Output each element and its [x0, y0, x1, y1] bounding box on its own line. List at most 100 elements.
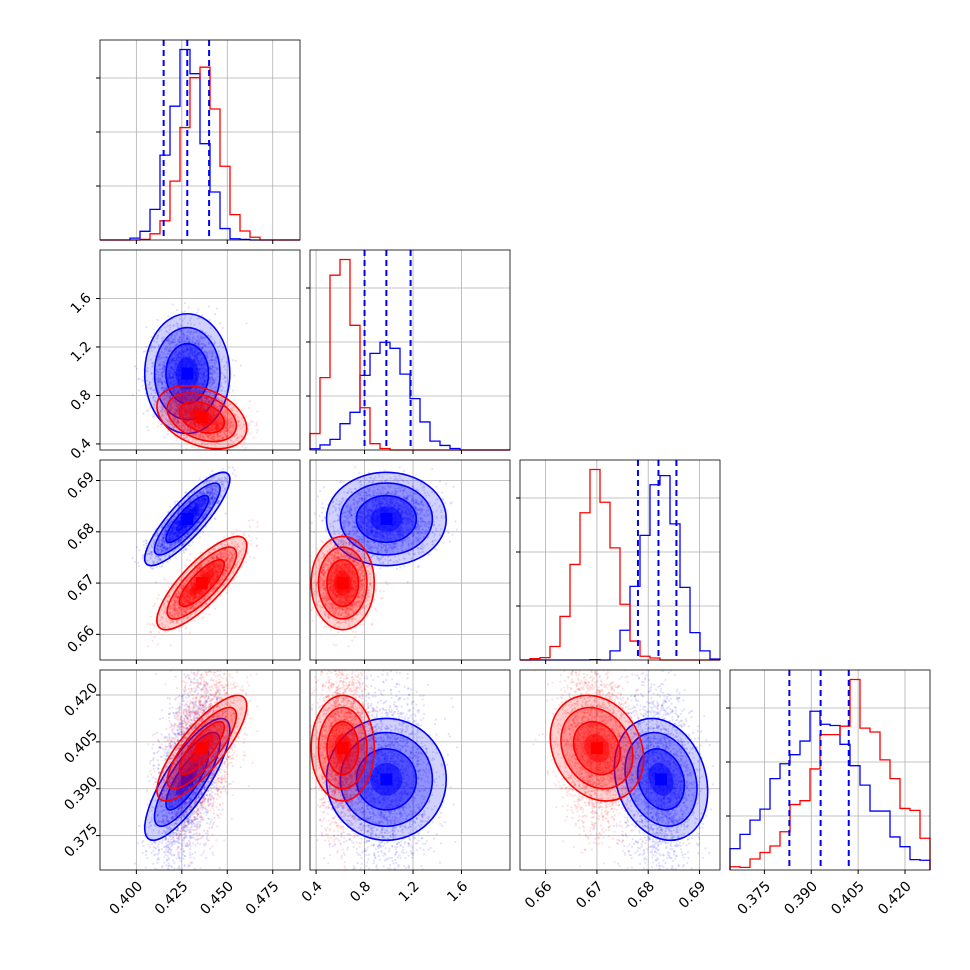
sample-point	[175, 362, 178, 365]
sample-point	[175, 309, 179, 312]
sample-point	[231, 389, 234, 392]
sample-point	[151, 361, 154, 365]
sample-point	[216, 307, 219, 310]
sample-point	[160, 368, 164, 371]
sample-point	[234, 359, 237, 362]
sample-point	[187, 412, 190, 415]
sample-point	[171, 383, 174, 386]
sample-point	[209, 349, 213, 352]
sample-point	[209, 380, 212, 383]
sample-point	[213, 340, 216, 343]
sample-point	[178, 340, 181, 343]
sample-point	[173, 365, 176, 368]
sample-point	[193, 422, 196, 426]
sample-point	[189, 356, 192, 359]
sample-point	[174, 360, 177, 363]
sample-point	[169, 377, 173, 380]
sample-point	[174, 359, 178, 362]
sample-point	[172, 381, 175, 384]
sample-point	[172, 426, 176, 429]
sample-point	[161, 370, 164, 374]
sample-point	[210, 376, 213, 379]
sample-point	[210, 367, 213, 370]
sample-point	[171, 358, 174, 361]
sample-point	[165, 345, 168, 349]
sample-point	[182, 333, 186, 336]
sample-point	[184, 354, 187, 357]
sample-point	[154, 399, 157, 402]
sample-point	[161, 366, 165, 369]
sample-point	[160, 381, 163, 384]
sample-point	[188, 340, 191, 343]
sample-point	[205, 397, 208, 400]
sample-point	[176, 407, 180, 411]
sample-point	[183, 409, 186, 412]
sample-point	[159, 387, 163, 391]
sample-point	[201, 383, 204, 386]
sample-point	[169, 409, 172, 412]
sample-point	[195, 330, 198, 333]
sample-point	[189, 407, 192, 410]
sample-point	[185, 348, 189, 351]
sample-point	[178, 340, 181, 344]
sample-point	[171, 379, 174, 383]
sample-point	[203, 361, 207, 364]
sample-point	[196, 390, 199, 394]
sample-point	[173, 382, 176, 385]
sample-point	[172, 420, 176, 423]
sample-point	[210, 377, 214, 380]
sample-point	[190, 350, 193, 353]
sample-point	[203, 343, 206, 347]
sample-point	[157, 380, 160, 384]
sample-point	[181, 388, 185, 391]
sample-point	[198, 372, 201, 375]
sample-point	[159, 379, 162, 382]
sample-point	[194, 357, 197, 360]
sample-point	[189, 408, 192, 411]
sample-point	[176, 322, 179, 325]
sample-point	[203, 364, 206, 367]
sample-point	[179, 323, 182, 327]
sample-point	[205, 351, 208, 354]
sample-point	[219, 322, 222, 325]
sample-point	[152, 395, 155, 399]
sample-point	[222, 386, 225, 389]
sample-point	[211, 376, 214, 379]
sample-point	[204, 367, 207, 370]
sample-point	[184, 350, 187, 354]
sample-point	[220, 390, 224, 393]
sample-point	[170, 375, 173, 378]
sample-point	[197, 353, 200, 356]
sample-point	[196, 382, 199, 385]
sample-point	[185, 407, 188, 410]
sample-point	[207, 342, 210, 346]
sample-point	[211, 358, 214, 362]
sample-point	[207, 350, 211, 353]
sample-point	[178, 403, 181, 406]
sample-point	[179, 357, 182, 360]
sample-point	[177, 421, 181, 424]
sample-point	[176, 354, 179, 357]
sample-point	[137, 389, 141, 392]
sample-point	[203, 397, 206, 400]
sample-point	[209, 326, 212, 329]
sample-point	[188, 346, 191, 349]
sample-point	[205, 331, 208, 334]
sample-point	[177, 391, 180, 394]
sample-point	[188, 340, 191, 344]
sample-point	[193, 390, 196, 393]
sample-point	[203, 375, 206, 378]
sample-point	[233, 374, 236, 377]
sample-point	[208, 359, 211, 362]
sample-point	[172, 383, 176, 386]
sample-point	[169, 358, 173, 361]
panel-1-0: 0.40.81.21.6	[68, 249, 301, 463]
sample-point	[205, 376, 208, 379]
sample-point	[200, 342, 203, 346]
sample-point	[192, 395, 195, 399]
sample-point	[204, 353, 207, 356]
sample-point	[201, 381, 205, 384]
sample-point	[188, 337, 192, 340]
sample-point	[180, 338, 183, 341]
